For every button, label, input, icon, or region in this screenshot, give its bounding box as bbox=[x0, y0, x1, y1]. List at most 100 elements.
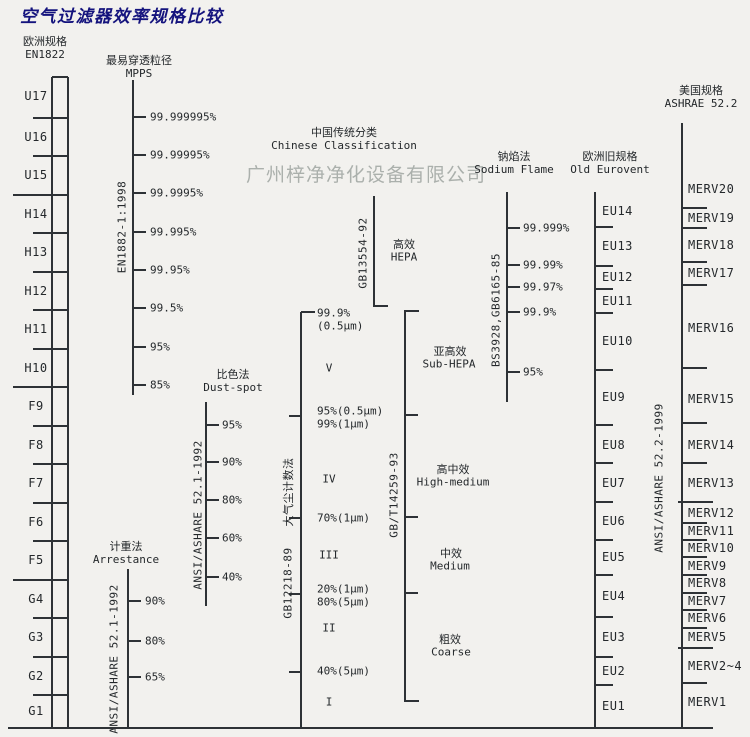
gbt14259-sections-section-label-en: Sub-HEPA bbox=[422, 357, 476, 371]
eurovent-class-label: EU8 bbox=[602, 438, 626, 452]
ashrae-merv-class-label: MERV13 bbox=[688, 476, 735, 490]
gbt14259-sections-section-label-en: High-medium bbox=[416, 475, 490, 489]
gbt14259-sections-section-label-cn: 亚高效 bbox=[433, 345, 467, 358]
mpps-tick bbox=[133, 384, 146, 386]
eurovent-rung bbox=[595, 684, 613, 686]
ashrae-merv-rung bbox=[682, 574, 707, 576]
ashrae-merv-class-label: MERV17 bbox=[688, 266, 735, 280]
gbt14259-sections-rung bbox=[405, 700, 419, 702]
gb12218-count-value-label: 20%(1μm) bbox=[317, 582, 370, 596]
sodium-flame-tick bbox=[507, 311, 520, 313]
mpps-tick-label: 99.99995% bbox=[150, 148, 210, 162]
dust-spot-tick bbox=[206, 537, 219, 539]
en1822-class-label: U17 bbox=[24, 89, 48, 103]
en1822-rung bbox=[33, 656, 68, 658]
mpps-standard-vertical-label: EN1882-1:1998 bbox=[115, 180, 129, 274]
gb12218-count-axis-line bbox=[300, 312, 302, 728]
eurovent-class-label: EU10 bbox=[602, 334, 633, 348]
en1822-rung bbox=[33, 617, 68, 619]
eurovent-class-label: EU9 bbox=[602, 390, 626, 404]
ashrae-merv-rung bbox=[682, 462, 707, 464]
sodium-flame-tick-label: 99.97% bbox=[523, 280, 563, 294]
gb13554-hepa-rung bbox=[374, 305, 388, 307]
gb12218-count-value-label: 70%(1μm) bbox=[317, 511, 370, 525]
ashrae-merv-rung bbox=[678, 501, 713, 503]
eurovent-class-label: EU6 bbox=[602, 514, 626, 528]
eurovent-class-label: EU14 bbox=[602, 204, 633, 218]
ashrae-merv-rung bbox=[682, 227, 707, 229]
ashrae-merv-class-label: MERV19 bbox=[688, 211, 735, 225]
eurovent-class-label: EU5 bbox=[602, 550, 626, 564]
en1822-class-label: F8 bbox=[28, 438, 44, 452]
eurovent-rung bbox=[595, 462, 613, 464]
gb12218-count-grade-label: I bbox=[325, 695, 333, 709]
eurovent-class-label: EU11 bbox=[602, 294, 633, 308]
mpps-tick-label: 95% bbox=[150, 340, 170, 354]
dust-spot-tick-label: 80% bbox=[222, 493, 242, 507]
gb12218-count-grade-label: IV bbox=[322, 472, 336, 486]
gb12218-count-standard-vertical-label: GB12218-89 bbox=[281, 547, 295, 619]
gb12218-count-tick bbox=[289, 517, 301, 519]
ashrae-merv-rung bbox=[682, 522, 707, 524]
arrestance-tick-label: 80% bbox=[145, 634, 165, 648]
mpps-header-line: 最易穿透粒径 bbox=[106, 54, 172, 67]
gbt14259-sections-standard-vertical-label: GB/T14259-93 bbox=[387, 452, 401, 538]
en1822-class-label: H12 bbox=[24, 284, 48, 298]
en1822-class-label: U16 bbox=[24, 130, 48, 144]
sodium-flame-tick bbox=[507, 371, 520, 373]
eurovent-class-label: EU2 bbox=[602, 664, 626, 678]
ashrae-merv-rung bbox=[682, 609, 707, 611]
en1822-rung bbox=[33, 463, 68, 465]
en1822-rung bbox=[33, 540, 68, 542]
ashrae-merv-class-label: MERV7 bbox=[688, 594, 727, 608]
mpps-tick bbox=[133, 269, 146, 271]
dust-spot-tick-label: 95% bbox=[222, 418, 242, 432]
ashrae-merv-rung bbox=[678, 647, 713, 649]
en1822-class-label: H13 bbox=[24, 245, 48, 259]
ashrae-merv-rung bbox=[682, 539, 707, 541]
ashrae-merv-class-label: MERV10 bbox=[688, 541, 735, 555]
ashrae-merv-class-label: MERV20 bbox=[688, 182, 735, 196]
sodium-flame-tick bbox=[507, 227, 520, 229]
eurovent-header: 欧洲旧规格 Old Eurovent bbox=[570, 150, 649, 176]
en1822-header-line: EN1822 bbox=[25, 48, 65, 61]
arrestance-header-line: Arrestance bbox=[92, 553, 160, 566]
mpps-tick bbox=[133, 231, 146, 233]
mpps-tick bbox=[133, 192, 146, 194]
eurovent-class-label: EU7 bbox=[602, 476, 626, 490]
eurovent-rung bbox=[595, 616, 613, 618]
mpps-tick bbox=[133, 346, 146, 348]
sodium-flame-tick-label: 99.99% bbox=[523, 258, 563, 272]
eurovent-rung bbox=[595, 369, 613, 371]
gb13554-hepa-standard-vertical-label: GB13554-92 bbox=[356, 217, 370, 289]
ashrae-merv-class-label: MERV9 bbox=[688, 559, 727, 573]
gb12218-count-tick bbox=[289, 593, 301, 595]
en1822-rung bbox=[33, 502, 68, 504]
en1822-rung bbox=[33, 155, 68, 157]
gbt14259-sections-tick bbox=[405, 516, 418, 518]
eurovent-rung bbox=[595, 424, 613, 426]
dust-spot-tick bbox=[206, 576, 219, 578]
en1822-rung bbox=[13, 194, 68, 196]
en1822-class-label: G2 bbox=[28, 669, 44, 683]
ashrae-merv-class-label: MERV2~4 bbox=[688, 659, 743, 673]
gb12218-count-grade-label: V bbox=[325, 361, 333, 375]
gbt14259-sections-section-label-cn: 中效 bbox=[440, 547, 462, 560]
ashrae-merv-rung bbox=[682, 682, 707, 684]
dust-spot-tick-label: 90% bbox=[222, 455, 242, 469]
eurovent-class-label: EU13 bbox=[602, 239, 633, 253]
en1822-rung bbox=[33, 309, 68, 311]
gbt14259-sections-rung bbox=[405, 310, 419, 312]
eurovent-rung bbox=[595, 226, 613, 228]
en1822-class-label: F5 bbox=[28, 553, 44, 567]
ashrae-merv-rung bbox=[682, 556, 707, 558]
dust-spot-tick bbox=[206, 424, 219, 426]
gb12218-count-standard-vertical-label: 大气尘计数法 bbox=[282, 457, 295, 527]
ashrae-merv-rung bbox=[682, 627, 707, 629]
dust-spot-header: 比色法 Dust-spot bbox=[203, 368, 263, 394]
sodium-flame-tick bbox=[507, 286, 520, 288]
en1822-class-label: H10 bbox=[24, 361, 48, 375]
gb12218-count-value-label: 99%(1μm) bbox=[317, 417, 370, 431]
arrestance-tick bbox=[128, 676, 141, 678]
